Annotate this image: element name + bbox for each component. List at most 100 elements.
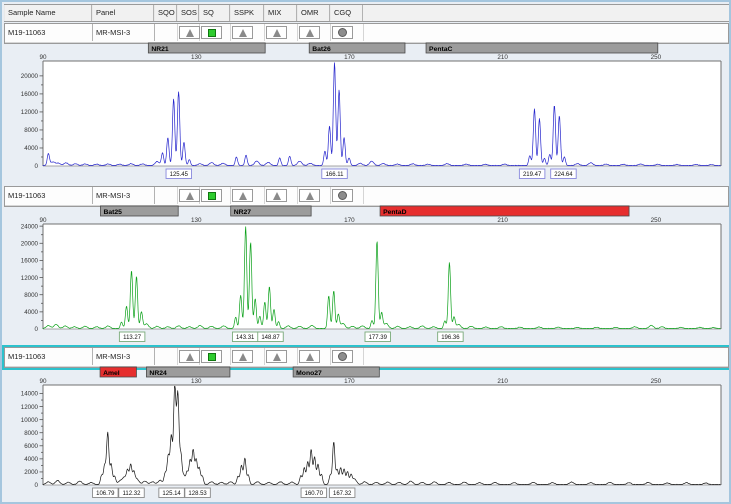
y-tick-label: 4000 xyxy=(24,309,38,316)
plot-area[interactable] xyxy=(43,61,721,166)
peak-size-label: 125.45 xyxy=(170,172,189,178)
y-zero-label: 0 xyxy=(35,482,39,489)
marker-label: PentaC xyxy=(429,46,453,53)
qc-flag-sos[interactable] xyxy=(179,189,200,202)
peak-size-label: 112.32 xyxy=(123,491,142,497)
y-tick-label: 6000 xyxy=(24,443,38,450)
sample-name-cell[interactable]: M19-11063 xyxy=(5,348,93,365)
gray-warning-triangle-icon xyxy=(306,192,314,200)
y-tick-label: 12000 xyxy=(21,109,39,116)
y-tick-label: 16000 xyxy=(21,91,39,98)
qc-cell-divider xyxy=(330,348,331,365)
qc-flag-omr[interactable] xyxy=(299,189,320,202)
y-tick-label: 8000 xyxy=(24,292,38,299)
column-header-panel: Panel xyxy=(92,5,154,21)
qc-cell-divider xyxy=(363,187,364,204)
qc-flag-cgq[interactable] xyxy=(332,26,353,39)
marker-label: PentaD xyxy=(383,209,407,216)
qc-flag-sspk[interactable] xyxy=(232,26,253,39)
table-header: Sample Name Panel SQO SOS SQ SSPK MIX OM… xyxy=(4,4,729,22)
qc-flag-sos[interactable] xyxy=(179,26,200,39)
qc-cell-divider xyxy=(264,24,265,41)
qc-flag-cgq[interactable] xyxy=(332,350,353,363)
qc-cell-divider xyxy=(264,348,265,365)
qc-flag-omr[interactable] xyxy=(299,350,320,363)
x-tick-label: 170 xyxy=(344,54,355,61)
peak-size-label: 224.64 xyxy=(554,172,573,178)
green-pass-square-icon xyxy=(208,192,216,200)
qc-flag-sq[interactable] xyxy=(201,189,222,202)
x-tick-label: 250 xyxy=(651,378,662,385)
panel-name-cell[interactable]: MR-MSI-3 xyxy=(93,187,155,204)
sample-row[interactable]: M19-11063 MR-MSI-3 xyxy=(5,348,728,367)
plot-area[interactable] xyxy=(43,385,721,485)
gray-warning-triangle-icon xyxy=(186,353,194,361)
qc-flag-sspk[interactable] xyxy=(232,189,253,202)
marker-bar-PentaD[interactable] xyxy=(380,206,629,216)
qc-cell-divider xyxy=(230,348,231,365)
qc-cell-divider xyxy=(230,24,231,41)
x-tick-label: 210 xyxy=(497,217,508,224)
gray-warning-triangle-icon xyxy=(239,353,247,361)
qc-flag-omr[interactable] xyxy=(299,26,320,39)
qc-cell-divider xyxy=(230,187,231,204)
sample-block-black-selected[interactable]: M19-11063 MR-MSI-3 AmelNR24Mono279013017… xyxy=(4,347,729,368)
qc-flag-mix[interactable] xyxy=(266,189,287,202)
sample-name-cell[interactable]: M19-11063 xyxy=(5,24,93,41)
electropherogram-blue[interactable]: NR21Bat26PentaC9013017021025040008000120… xyxy=(5,42,730,183)
gray-warning-triangle-icon xyxy=(239,29,247,37)
qc-flag-sspk[interactable] xyxy=(232,350,253,363)
peak-size-label: 106.79 xyxy=(96,491,115,497)
qc-flag-mix[interactable] xyxy=(266,350,287,363)
gray-warning-triangle-icon xyxy=(273,29,281,37)
electropherogram-green[interactable]: Bat25NR27PentaD9013017021025040008000120… xyxy=(5,205,730,346)
electropherogram-black[interactable]: AmelNR24Mono2790130170210250200040006000… xyxy=(5,366,730,502)
x-tick-label: 210 xyxy=(497,378,508,385)
x-tick-label: 130 xyxy=(191,54,202,61)
qc-flag-mix[interactable] xyxy=(266,26,287,39)
y-tick-label: 4000 xyxy=(24,456,38,463)
marker-label: NR21 xyxy=(151,46,169,53)
column-header-cgq: CGQ xyxy=(330,5,363,21)
sample-name-cell[interactable]: M19-11063 xyxy=(5,187,93,204)
marker-label: Bat25 xyxy=(103,209,122,216)
peak-size-label: 125.14 xyxy=(162,491,181,497)
qc-cell-divider xyxy=(363,348,364,365)
panel-name-cell[interactable]: MR-MSI-3 xyxy=(93,24,155,41)
sample-block-blue[interactable]: M19-11063 MR-MSI-3 NR21Bat26PentaC901301… xyxy=(4,23,729,44)
sample-row[interactable]: M19-11063 MR-MSI-3 xyxy=(5,187,728,206)
qc-flag-sq[interactable] xyxy=(201,350,222,363)
qc-cell-divider xyxy=(363,24,364,41)
marker-bar-PentaC[interactable] xyxy=(426,43,658,53)
genemapper-samples-plot-window: Sample Name Panel SQO SOS SQ SSPK MIX OM… xyxy=(0,0,731,504)
gray-warning-triangle-icon xyxy=(186,29,194,37)
qc-cell-divider xyxy=(177,24,178,41)
column-header-sspk: SSPK xyxy=(230,5,264,21)
gray-warning-triangle-icon xyxy=(273,353,281,361)
y-tick-label: 20000 xyxy=(21,240,39,247)
sample-row[interactable]: M19-11063 MR-MSI-3 xyxy=(5,24,728,43)
panel-name-cell[interactable]: MR-MSI-3 xyxy=(93,348,155,365)
x-tick-label: 250 xyxy=(651,54,662,61)
qc-flag-cgq[interactable] xyxy=(332,189,353,202)
y-tick-label: 12000 xyxy=(21,275,39,282)
sample-block-green[interactable]: M19-11063 MR-MSI-3 Bat25NR27PentaD901301… xyxy=(4,186,729,207)
qc-flag-sq[interactable] xyxy=(201,26,222,39)
marker-label: Bat26 xyxy=(312,46,331,53)
peak-size-label: 167.32 xyxy=(333,491,352,497)
qc-flag-sos[interactable] xyxy=(179,350,200,363)
peak-size-label: 166.11 xyxy=(326,172,345,178)
qc-cell-divider xyxy=(177,348,178,365)
y-tick-label: 8000 xyxy=(24,127,38,134)
gray-warning-triangle-icon xyxy=(273,192,281,200)
marker-label: Mono27 xyxy=(296,370,322,377)
peak-size-label: 148.87 xyxy=(261,335,280,341)
y-tick-label: 24000 xyxy=(21,223,39,230)
peak-size-label: 160.70 xyxy=(305,491,324,497)
peak-size-label: 128.53 xyxy=(188,491,207,497)
x-tick-label: 170 xyxy=(344,217,355,224)
qc-cell-divider xyxy=(297,24,298,41)
peak-size-label: 113.27 xyxy=(123,335,142,341)
gray-warning-triangle-icon xyxy=(186,192,194,200)
x-tick-label: 170 xyxy=(344,378,355,385)
